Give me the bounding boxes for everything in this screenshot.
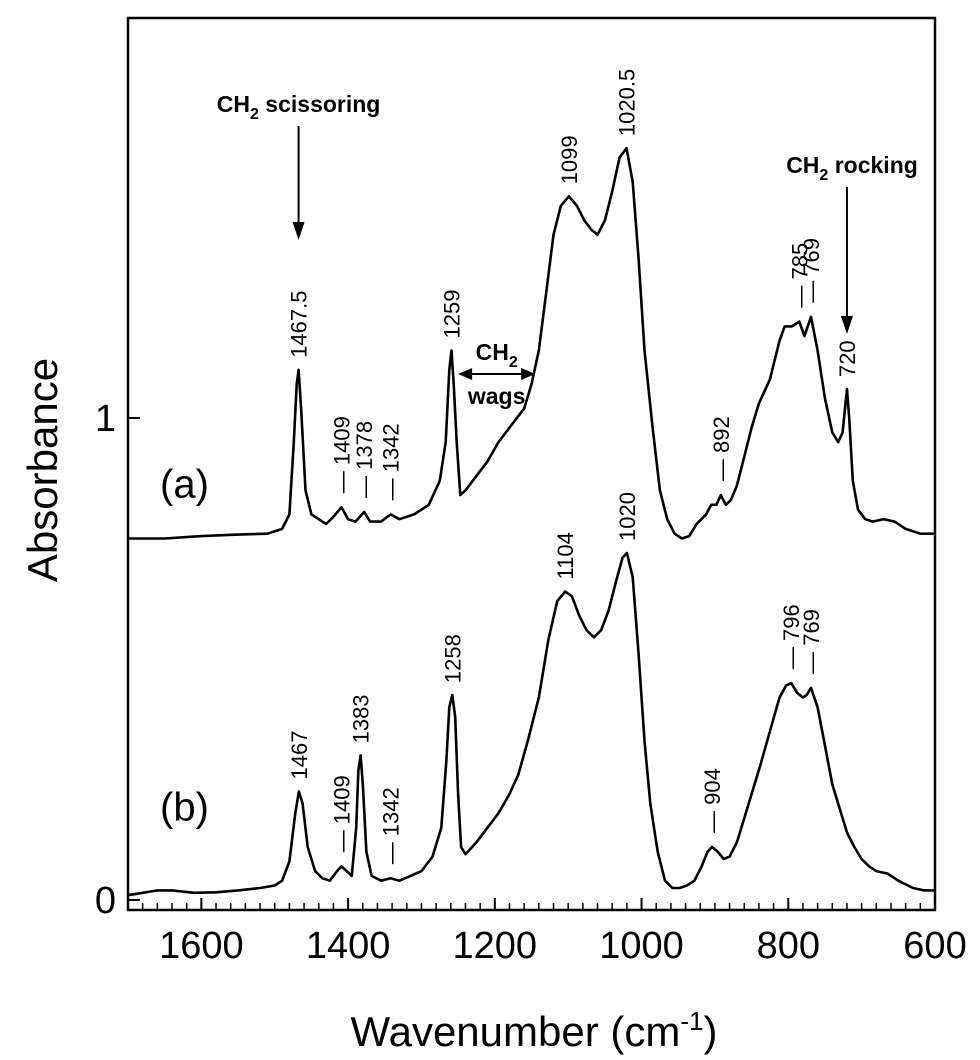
x-axis-title-main: Wavenumber (cm [351,1008,681,1055]
peak-label: 1383 [349,694,374,743]
rocking-annotation-sub: 2 [819,167,828,184]
peak-label: — 796 [779,604,804,669]
x-tick-label: 600 [903,925,966,967]
y-axis-title: Absorbance [19,358,66,582]
peak-label: 1099 [557,135,582,184]
plot-axes: 1600 1400 1200 1000 800 600 0 1 [95,16,967,967]
x-tick-label: 1000 [599,925,684,967]
x-axis-title-sup: -1 [680,1006,703,1036]
spectra: (a) (b) [127,146,935,897]
x-tick-label: 1200 [453,925,538,967]
rocking-annotation-main: CH [786,152,819,178]
wags-arrow-head-right [521,368,536,380]
wags-arrow-head-left [458,368,473,380]
peak-label: — 1378 [352,421,377,498]
series-label-b: (b) [160,785,209,829]
peak-label: — 769 [799,238,824,303]
peak-labels: 1467.5— 1409— 1378— 1342125910991020.5— … [287,69,860,864]
peak-label: 1259 [440,290,465,339]
peak-label: — 1342 [379,787,404,864]
rocking-annotation-rest: rocking [828,152,917,178]
peak-label: 1467.5 [287,291,312,358]
scissoring-annotation-rest: scissoring [259,91,380,117]
peak-label: — 785 [787,243,812,308]
wags-annotation: CH2 [476,339,518,371]
peak-label: 1020.5 [615,69,640,136]
series-line-a [128,146,935,540]
series-line-b [127,551,935,897]
plot-frame [126,16,937,912]
peak-label: 1020 [615,492,640,541]
y-tick-label: 0 [95,880,116,922]
peak-label: — 1409 [330,416,355,493]
peak-label: — 892 [709,416,734,481]
peak-label: 1104 [553,532,578,579]
peak-label: — 1409 [330,775,355,852]
peak-label: 1467 [287,731,312,780]
scissoring-arrow-head [292,222,305,240]
scissoring-annotation-main: CH [217,91,250,117]
peak-label: — 904 [700,768,725,833]
rocking-arrow-head [840,316,853,334]
wags-annotation-line2: wags [467,383,526,409]
wags-annotation-main: CH [476,339,509,365]
x-tick-label: 800 [757,925,820,967]
x-tick-label: 1400 [306,925,391,967]
peak-label: — 1342 [379,423,404,500]
peak-label: 720 [835,340,860,377]
x-tick-label: 1600 [159,925,244,967]
y-tick-label: 1 [95,398,116,440]
scissoring-annotation-sub: 2 [250,106,259,123]
scissoring-annotation: CH2 scissoring [217,91,381,123]
x-axis-title-close: ) [703,1008,717,1055]
wags-annotation-sub: 2 [509,354,518,371]
x-axis-title: Wavenumber (cm-1) [351,1006,718,1055]
rocking-annotation: CH2 rocking [786,152,918,184]
peak-label: 1258 [440,634,465,683]
peak-label: — 769 [799,609,824,674]
series-label-a: (a) [160,463,209,507]
